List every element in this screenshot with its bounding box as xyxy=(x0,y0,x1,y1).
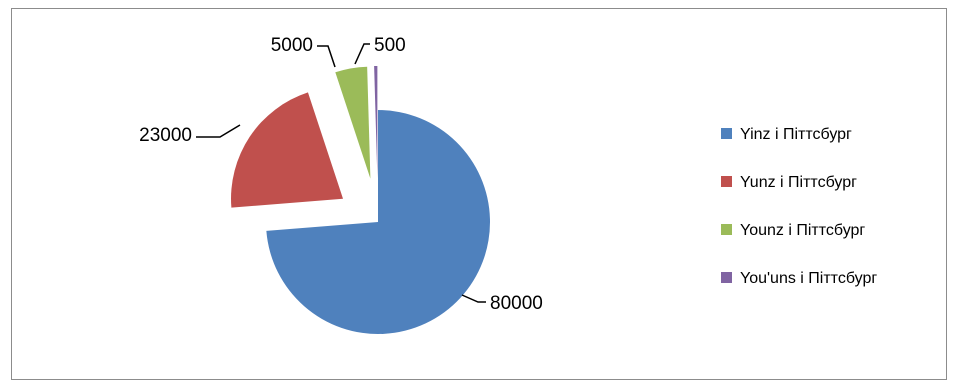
legend-swatch-3 xyxy=(721,224,732,235)
legend-swatch-2 xyxy=(721,176,732,187)
leader-line-1 xyxy=(461,294,486,303)
legend-swatch-1 xyxy=(721,128,732,139)
leader-line-2 xyxy=(196,124,241,138)
pie-slice-1 xyxy=(266,110,490,335)
data-labels: 80000 23000 5000 500 xyxy=(139,35,543,314)
legend-swatch-4 xyxy=(721,272,732,283)
leader-line-4 xyxy=(354,43,370,65)
data-label-3: 5000 xyxy=(271,35,313,56)
legend-label-1: Yinz і Піттсбург xyxy=(740,126,852,143)
pie-slice-4 xyxy=(374,66,378,179)
pie-slice-2 xyxy=(231,92,344,208)
legend-label-2: Yunz і Піттсбург xyxy=(740,174,857,191)
pie-slices xyxy=(231,66,490,335)
legend-label-4: You'uns і Піттсбург xyxy=(740,270,877,287)
legend: Yinz і Піттсбург Yunz і Піттсбург Younz і … xyxy=(721,126,877,287)
pie-slice-3 xyxy=(335,66,371,179)
data-label-2: 23000 xyxy=(139,125,192,146)
data-label-1: 80000 xyxy=(490,293,543,314)
leader-line-3 xyxy=(317,45,336,68)
leader-lines xyxy=(196,43,486,303)
data-label-4: 500 xyxy=(374,35,406,56)
legend-label-3: Younz і Піттсбург xyxy=(740,222,865,239)
